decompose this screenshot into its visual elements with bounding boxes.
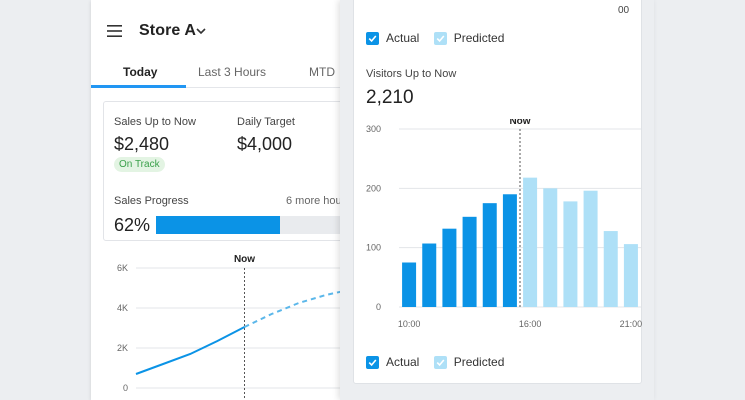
tab-today[interactable]: Today	[123, 65, 158, 79]
checkbox-checked-icon[interactable]	[366, 355, 379, 369]
actual-bar	[422, 243, 437, 307]
y-tick-label: 200	[366, 183, 381, 193]
legend-bottom: Actual Predicted	[366, 355, 515, 370]
legend-actual[interactable]: Actual	[366, 355, 419, 369]
predicted-bar	[623, 244, 638, 307]
now-label: Now	[509, 119, 530, 127]
legend-predicted-label: Predicted	[453, 355, 505, 369]
visitors-panel: 00 Actual Predicted Visitors Up to Now 2…	[340, 0, 654, 400]
checkbox-checked-icon[interactable]	[433, 355, 447, 369]
now-label: Now	[234, 254, 255, 265]
checkbox-checked-icon[interactable]	[366, 31, 379, 45]
sales-value: $2,480	[114, 134, 170, 154]
actual-bar	[442, 228, 457, 307]
y-tick-label: 2K	[117, 343, 128, 353]
progress-label: Sales Progress	[114, 195, 189, 207]
status-badge: On Track	[114, 157, 165, 172]
progress-percent: 62%	[114, 215, 151, 235]
legend-predicted[interactable]: Predicted	[433, 355, 505, 369]
y-tick-label: 6K	[117, 263, 128, 273]
visitors-bar-chart: 0 100 200 300 10:00 16:00 21:00 Now	[366, 119, 643, 329]
tab-mtd[interactable]: MTD	[309, 65, 335, 79]
active-tab-indicator	[91, 85, 186, 88]
hamburger-icon[interactable]	[107, 25, 122, 37]
predicted-bar	[603, 231, 618, 307]
legend-predicted-label: Predicted	[453, 31, 505, 45]
store-dashboard-panel: Store A Today Last 3 Hours MTD Sales Up …	[91, 0, 353, 400]
visitors-value: 2,210	[366, 87, 414, 108]
x-tick-label: 10:00	[398, 319, 421, 329]
actual-bar	[402, 262, 417, 307]
app-header: Store A	[91, 0, 353, 62]
target-value: $4,000	[237, 134, 293, 154]
remaining-text: 6 more hou	[286, 195, 342, 207]
actual-bar	[462, 216, 477, 307]
visitors-card: 00 Actual Predicted Visitors Up to Now 2…	[353, 0, 642, 384]
y-tick-label: 300	[366, 124, 381, 134]
chevron-down-icon[interactable]	[196, 27, 206, 35]
store-selector[interactable]: Store A	[139, 22, 197, 39]
y-tick-label: 4K	[117, 303, 128, 313]
predicted-sales-line	[244, 288, 353, 328]
actual-bar	[502, 194, 517, 307]
legend-top: Actual Predicted	[366, 31, 515, 46]
predicted-bar	[583, 190, 598, 307]
sales-progress-fill	[156, 216, 280, 234]
actual-bar	[482, 203, 497, 307]
period-tabs: Today Last 3 Hours MTD	[91, 62, 353, 88]
legend-actual[interactable]: Actual	[366, 31, 419, 45]
y-tick-label: 100	[366, 243, 381, 253]
y-tick-label: 0	[376, 302, 381, 312]
visitors-label: Visitors Up to Now	[366, 68, 457, 80]
checkbox-checked-icon[interactable]	[433, 31, 447, 45]
sales-card: Sales Up to Now $2,480 On Track Daily Ta…	[103, 101, 353, 241]
legend-predicted[interactable]: Predicted	[433, 31, 505, 45]
sales-progress-bar	[156, 216, 353, 234]
predicted-bar	[543, 188, 558, 307]
legend-actual-label: Actual	[386, 355, 420, 369]
clipped-text: 00	[618, 5, 630, 16]
predicted-bar	[563, 201, 578, 307]
legend-actual-label: Actual	[386, 31, 420, 45]
sales-line-chart: 0 2K 4K 6K Now	[117, 254, 353, 400]
sales-label: Sales Up to Now	[114, 116, 196, 128]
actual-sales-line	[135, 326, 245, 375]
y-tick-label: 0	[123, 383, 128, 393]
tab-last-3-hours[interactable]: Last 3 Hours	[198, 65, 267, 79]
x-tick-label: 16:00	[519, 319, 542, 329]
predicted-bar	[523, 177, 538, 307]
x-tick-label: 21:00	[620, 319, 643, 329]
target-label: Daily Target	[237, 116, 295, 128]
